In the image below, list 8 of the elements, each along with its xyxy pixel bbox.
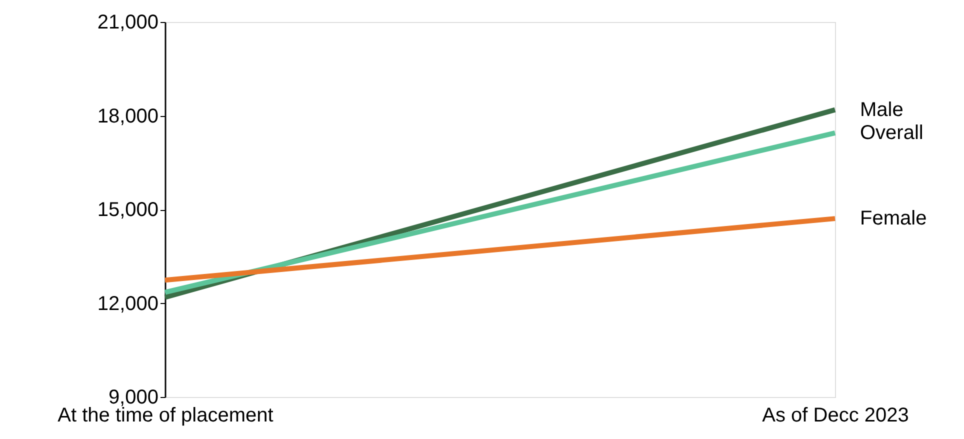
series-label: Female xyxy=(860,208,927,230)
series-label: Overall xyxy=(860,122,924,144)
y-tick-label: 15,000 xyxy=(97,199,158,221)
x-tick-label: As of Decc 2023 xyxy=(762,404,909,426)
series-label: Male xyxy=(860,98,904,121)
y-tick-label: 12,000 xyxy=(97,292,158,315)
y-tick-label: 21,000 xyxy=(97,12,158,34)
y-tick-label: 18,000 xyxy=(97,105,158,128)
